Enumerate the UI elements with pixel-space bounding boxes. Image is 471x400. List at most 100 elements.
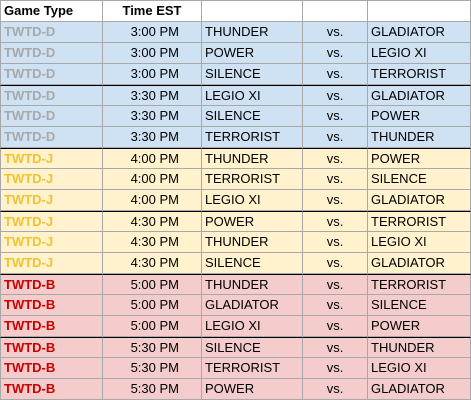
team1-cell[interactable]: LEGIO XI [202,85,303,106]
header-game-type[interactable]: Game Type [0,0,103,22]
time-cell[interactable]: 3:30 PM [103,106,202,127]
time-cell[interactable]: 3:30 PM [103,127,202,148]
game-type-cell[interactable]: TWTD-B [0,337,103,358]
vs-cell[interactable]: vs. [303,106,368,127]
vs-cell[interactable]: vs. [303,316,368,337]
game-type-cell[interactable]: TWTD-D [0,22,103,43]
team1-cell[interactable]: POWER [202,43,303,64]
header-vs[interactable] [303,0,368,22]
time-cell[interactable]: 4:30 PM [103,232,202,253]
vs-cell[interactable]: vs. [303,253,368,274]
team2-cell[interactable]: GLADIATOR [368,379,471,400]
team1-cell[interactable]: LEGIO XI [202,190,303,211]
time-cell[interactable]: 4:00 PM [103,148,202,169]
game-type-cell[interactable]: TWTD-D [0,127,103,148]
team2-cell[interactable]: POWER [368,148,471,169]
game-type-cell[interactable]: TWTD-B [0,316,103,337]
table-row: TWTD-B 5:00 PM GLADIATOR vs. SILENCE [0,295,471,316]
team1-cell[interactable]: SILENCE [202,64,303,85]
game-type-cell[interactable]: TWTD-J [0,148,103,169]
team1-cell[interactable]: THUNDER [202,232,303,253]
header-team2[interactable] [368,0,471,22]
vs-cell[interactable]: vs. [303,43,368,64]
table-row: TWTD-D 3:30 PM TERRORIST vs. THUNDER [0,127,471,148]
team2-cell[interactable]: THUNDER [368,337,471,358]
game-type-cell[interactable]: TWTD-J [0,232,103,253]
team2-cell[interactable]: GLADIATOR [368,22,471,43]
time-cell[interactable]: 5:00 PM [103,274,202,295]
game-type-cell[interactable]: TWTD-B [0,274,103,295]
time-cell[interactable]: 4:00 PM [103,169,202,190]
time-cell[interactable]: 3:00 PM [103,64,202,85]
header-time[interactable]: Time EST [103,0,202,22]
game-type-cell[interactable]: TWTD-D [0,106,103,127]
header-team1[interactable] [202,0,303,22]
vs-cell[interactable]: vs. [303,379,368,400]
game-type-cell[interactable]: TWTD-D [0,64,103,85]
team1-cell[interactable]: SILENCE [202,253,303,274]
vs-cell[interactable]: vs. [303,274,368,295]
vs-cell[interactable]: vs. [303,190,368,211]
time-cell[interactable]: 3:30 PM [103,85,202,106]
time-cell[interactable]: 4:00 PM [103,190,202,211]
game-type-cell[interactable]: TWTD-J [0,190,103,211]
team2-cell[interactable]: GLADIATOR [368,190,471,211]
team2-cell[interactable]: THUNDER [368,127,471,148]
game-type-cell[interactable]: TWTD-B [0,379,103,400]
vs-cell[interactable]: vs. [303,295,368,316]
time-cell[interactable]: 5:30 PM [103,337,202,358]
vs-cell[interactable]: vs. [303,232,368,253]
time-cell[interactable]: 5:00 PM [103,295,202,316]
vs-cell[interactable]: vs. [303,358,368,379]
vs-cell[interactable]: vs. [303,211,368,232]
time-cell[interactable]: 5:30 PM [103,379,202,400]
team2-cell[interactable]: SILENCE [368,295,471,316]
vs-cell[interactable]: vs. [303,148,368,169]
team1-cell[interactable]: SILENCE [202,106,303,127]
game-type-cell[interactable]: TWTD-D [0,43,103,64]
vs-cell[interactable]: vs. [303,127,368,148]
team1-cell[interactable]: THUNDER [202,22,303,43]
team2-cell[interactable]: SILENCE [368,169,471,190]
team2-cell[interactable]: TERRORIST [368,64,471,85]
team2-cell[interactable]: POWER [368,316,471,337]
team1-cell[interactable]: TERRORIST [202,127,303,148]
time-cell[interactable]: 4:30 PM [103,253,202,274]
time-cell[interactable]: 4:30 PM [103,211,202,232]
table-row: TWTD-J 4:30 PM POWER vs. TERRORIST [0,211,471,232]
vs-cell[interactable]: vs. [303,64,368,85]
team1-cell[interactable]: SILENCE [202,337,303,358]
team2-cell[interactable]: TERRORIST [368,274,471,295]
team2-cell[interactable]: LEGIO XI [368,232,471,253]
header-row: Game Type Time EST [0,0,471,22]
team2-cell[interactable]: LEGIO XI [368,43,471,64]
game-type-cell[interactable]: TWTD-J [0,253,103,274]
game-type-cell[interactable]: TWTD-J [0,211,103,232]
vs-cell[interactable]: vs. [303,169,368,190]
game-type-cell[interactable]: TWTD-D [0,85,103,106]
team1-cell[interactable]: THUNDER [202,148,303,169]
team1-cell[interactable]: POWER [202,379,303,400]
game-type-cell[interactable]: TWTD-B [0,295,103,316]
vs-cell[interactable]: vs. [303,85,368,106]
team1-cell[interactable]: POWER [202,211,303,232]
team1-cell[interactable]: GLADIATOR [202,295,303,316]
team2-cell[interactable]: POWER [368,106,471,127]
team2-cell[interactable]: GLADIATOR [368,253,471,274]
team1-cell[interactable]: LEGIO XI [202,316,303,337]
game-type-cell[interactable]: TWTD-B [0,358,103,379]
vs-cell[interactable]: vs. [303,22,368,43]
game-type-cell[interactable]: TWTD-J [0,169,103,190]
team1-cell[interactable]: TERRORIST [202,358,303,379]
team2-cell[interactable]: LEGIO XI [368,358,471,379]
team2-cell[interactable]: TERRORIST [368,211,471,232]
time-cell[interactable]: 5:00 PM [103,316,202,337]
time-cell[interactable]: 3:00 PM [103,43,202,64]
time-cell[interactable]: 5:30 PM [103,358,202,379]
vs-cell[interactable]: vs. [303,337,368,358]
time-cell[interactable]: 3:00 PM [103,22,202,43]
team1-cell[interactable]: THUNDER [202,274,303,295]
team1-cell[interactable]: TERRORIST [202,169,303,190]
team2-cell[interactable]: GLADIATOR [368,85,471,106]
